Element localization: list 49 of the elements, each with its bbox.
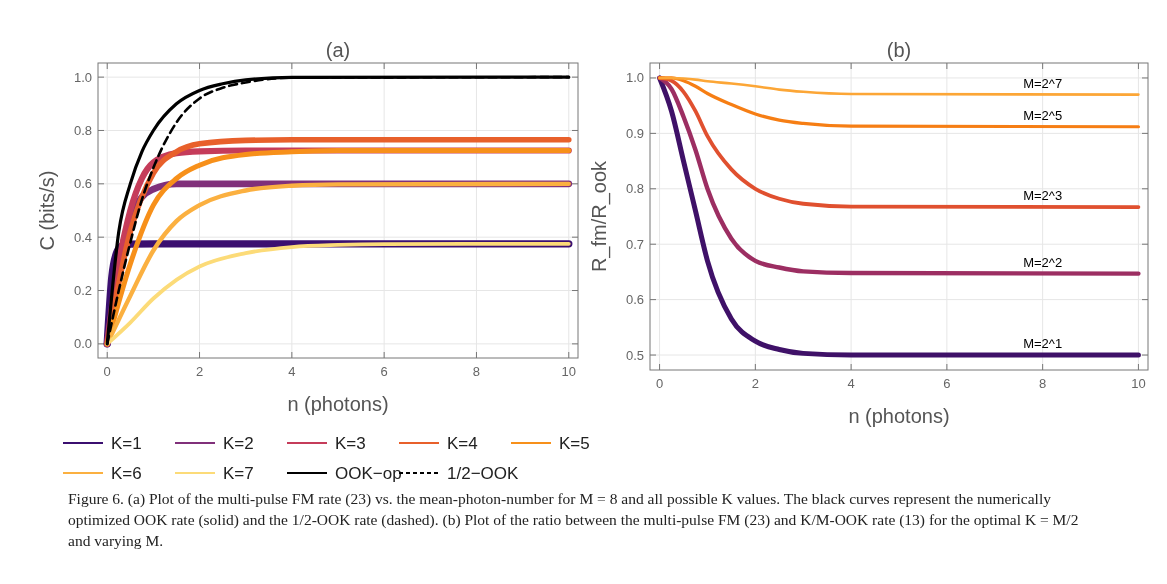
legend-label: K=4	[447, 434, 478, 453]
series-label: M=2^2	[1023, 254, 1063, 270]
x-tick-label: 4	[847, 376, 855, 391]
legend-label: K=1	[111, 434, 142, 453]
y-tick-label: 0.6	[73, 176, 92, 192]
y-tick-label: 0.6	[625, 292, 644, 308]
x-axis-title: n (photons)	[848, 405, 950, 427]
legend-label: K=5	[559, 434, 590, 453]
x-tick-label: 8	[1039, 376, 1047, 391]
y-axis-title: R_fm/R_ook	[588, 159, 611, 273]
caption: Figure 6. (a) Plot of the multi-pulse FM rate (23) vs. the mean-photon-number for M = 8 and all possible K values. The black curves represent the numerically optimized OOK rate (solid) and the 1/2-OOK rate (dashed). (b) Plot of the ratio between the multi-pulse FM (23) and K/M-OOK rate (13) for the optimal K = M/2 and varying M.	[68, 489, 1080, 551]
x-tick-label: 8	[472, 364, 481, 379]
y-tick-label: 0.9	[625, 125, 644, 141]
legend-label: OOK−op	[335, 464, 402, 483]
y-tick-label: 0.0	[73, 336, 92, 352]
x-tick-label: 4	[288, 364, 296, 379]
y-axis-title: C (bits/s)	[36, 170, 58, 251]
legend-label: 1/2−OOK	[447, 464, 520, 483]
chart-title: (a)	[325, 39, 351, 61]
series-label: M=2^5	[1023, 107, 1063, 123]
y-tick-label: 0.5	[625, 347, 644, 363]
line-series	[657, 76, 1141, 129]
legend-label: K=6	[111, 464, 142, 483]
x-tick-label: 6	[380, 364, 388, 379]
legend-label: K=2	[223, 434, 254, 453]
x-tick-label: 6	[943, 376, 951, 391]
y-tick-label: 0.7	[625, 236, 644, 252]
chart-title: (b)	[886, 39, 912, 61]
x-tick-label: 10	[1131, 376, 1146, 391]
x-tick-label: 2	[751, 376, 759, 391]
y-tick-label: 1.0	[625, 70, 644, 86]
x-tick-label: 0	[103, 364, 111, 379]
legend-label: K=3	[335, 434, 366, 453]
legend-label: K=7	[223, 464, 254, 483]
x-axis-title: n (photons)	[287, 393, 389, 415]
line-series	[657, 76, 1141, 209]
x-tick-label: 10	[561, 364, 576, 379]
y-tick-label: 0.2	[73, 283, 92, 299]
y-tick-label: 0.8	[73, 122, 92, 138]
line-series	[658, 76, 1140, 96]
y-tick-label: 0.8	[625, 181, 644, 197]
series-label: M=2^3	[1023, 188, 1063, 204]
series-label: M=2^1	[1023, 336, 1063, 352]
line-series	[657, 75, 1141, 276]
y-tick-label: 0.4	[73, 229, 92, 245]
y-tick-label: 1.0	[73, 69, 92, 85]
x-tick-label: 0	[655, 376, 664, 391]
series-label: M=2^7	[1023, 75, 1063, 91]
x-tick-label: 2	[195, 364, 204, 379]
